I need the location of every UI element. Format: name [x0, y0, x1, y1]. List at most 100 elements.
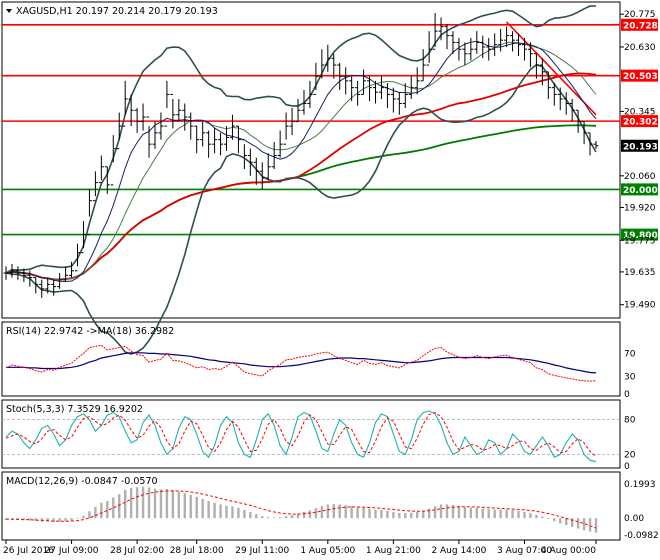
stoch-y-tick-label: 0 [624, 462, 630, 472]
macd-hist-bar [576, 518, 580, 529]
macd-plot [4, 486, 598, 533]
macd-hist-bar [445, 504, 449, 519]
main-header: XAGUSD,H1 20.197 20.214 20.179 20.193 [16, 6, 218, 17]
main-y-tick-label: 19.775 [624, 236, 656, 246]
macd-hist-bar [129, 488, 133, 519]
macd-hist-bar [58, 518, 61, 522]
macd-hist-bar [302, 511, 306, 519]
macd-hist-bar [123, 489, 127, 519]
ma-red-line [5, 72, 597, 281]
macd-hist-bar [249, 511, 252, 519]
current-price-tag: 20.193 [623, 142, 658, 152]
macd-hist-bar [588, 518, 592, 532]
support-tag-bg-4 [621, 228, 658, 241]
trend-line [506, 21, 597, 116]
macd-hist-bar [207, 500, 210, 519]
macd-hist-bar [523, 511, 526, 519]
stoch-panel [1, 399, 621, 469]
macd-hist-bar [243, 509, 246, 519]
rsi-ma-line [6, 352, 597, 374]
macd-hist-bar [314, 508, 318, 519]
resistance-tag-bg-2 [621, 115, 658, 128]
macd-hist-bar [320, 506, 324, 519]
macd-hist-bar [350, 506, 353, 519]
macd-hist-bar [284, 516, 288, 519]
resistance-tag-2: 20.302 [623, 118, 658, 128]
macd-hist-bar [433, 506, 437, 519]
macd-hist-bar [517, 510, 520, 519]
macd-hist-bar [255, 514, 258, 519]
main-y-tick-label: 20.775 [624, 10, 656, 20]
bollinger-lower [5, 63, 597, 355]
macd-header: MACD(12,26,9) -0.0847 -0.0570 [6, 476, 158, 487]
triangle-down-icon[interactable] [6, 9, 12, 13]
ma-short-line [5, 40, 597, 283]
macd-hist-bar [64, 518, 67, 522]
macd-hist-bar [410, 512, 413, 519]
x-tick-label: 28 Jul 18:00 [170, 546, 224, 556]
macd-hist-bar [457, 505, 461, 519]
macd-hist-bar [195, 496, 198, 519]
stoch-y-tick-label: 20 [624, 450, 636, 460]
macd-hist-bar [267, 517, 270, 519]
macd-signal-line [5, 490, 597, 529]
macd-hist-bar [559, 518, 562, 524]
main-plot [2, 5, 620, 355]
macd-hist-bar [404, 513, 407, 519]
x-tick-label: 26 Jul 2016 [3, 546, 54, 556]
macd-hist-bar [475, 507, 479, 519]
macd-hist-bar [231, 506, 234, 519]
main-y-tick-label: 19.490 [624, 301, 656, 311]
macd-hist-bar [153, 488, 157, 519]
macd-hist-bar [326, 504, 330, 519]
macd-hist-bar [565, 518, 568, 526]
support-tag-3: 20.000 [623, 186, 658, 196]
macd-hist-bar [416, 511, 419, 519]
macd-hist-bar [159, 489, 163, 519]
macd-hist-bar [427, 508, 431, 519]
macd-hist-bar [392, 511, 395, 519]
macd-hist-bar [94, 507, 97, 519]
macd-hist-bar [177, 491, 181, 519]
macd-hist-bar [463, 506, 467, 519]
rsi-y-tick-label: 30 [624, 373, 636, 383]
macd-hist-bar [338, 504, 341, 519]
macd-hist-bar [553, 518, 556, 522]
macd-hist-bar [374, 509, 377, 519]
macd-hist-bar [225, 505, 228, 519]
macd-panel [1, 471, 621, 541]
macd-hist-bar [362, 507, 365, 519]
macd-hist-bar [582, 518, 586, 531]
macd-hist-bar [100, 502, 103, 519]
macd-hist-bar [237, 507, 240, 519]
macd-y-tick-label: 0.1993 [624, 480, 656, 490]
macd-hist-bar [570, 518, 574, 527]
resistance-tag-bg-0 [621, 18, 658, 31]
macd-hist-bar [165, 488, 169, 519]
x-tick-label: 28 Jul 02:00 [110, 546, 164, 556]
macd-hist-bar [201, 498, 204, 519]
x-tick-label: 27 Jul 09:00 [45, 546, 99, 556]
macd-hist-bar [34, 518, 37, 521]
main-y-tick-label: 19.920 [624, 203, 656, 213]
rsi-y-tick-label: 70 [624, 349, 636, 359]
x-tick-label: 1 Aug 21:00 [366, 546, 421, 556]
macd-hist-bar [421, 510, 425, 519]
macd-hist-bar [439, 504, 443, 519]
macd-hist-bar [189, 494, 192, 519]
macd-hist-bar [505, 509, 508, 519]
macd-hist-bar [141, 486, 145, 519]
macd-hist-bar [278, 517, 282, 519]
macd-hist-bar [183, 493, 186, 519]
resistance-tag-0: 20.728 [623, 21, 658, 31]
main-y-tick-label: 20.630 [624, 43, 656, 53]
macd-hist-bar [541, 516, 544, 519]
x-tick-label: 29 Jul 11:00 [235, 546, 289, 556]
macd-hist-bar [135, 487, 139, 519]
macd-hist-bar [106, 500, 109, 519]
macd-hist-bar [529, 513, 532, 519]
resistance-tag-1: 20.503 [623, 72, 658, 82]
current-price-tag-bg [621, 139, 658, 152]
support-tag-bg-3 [621, 183, 658, 196]
